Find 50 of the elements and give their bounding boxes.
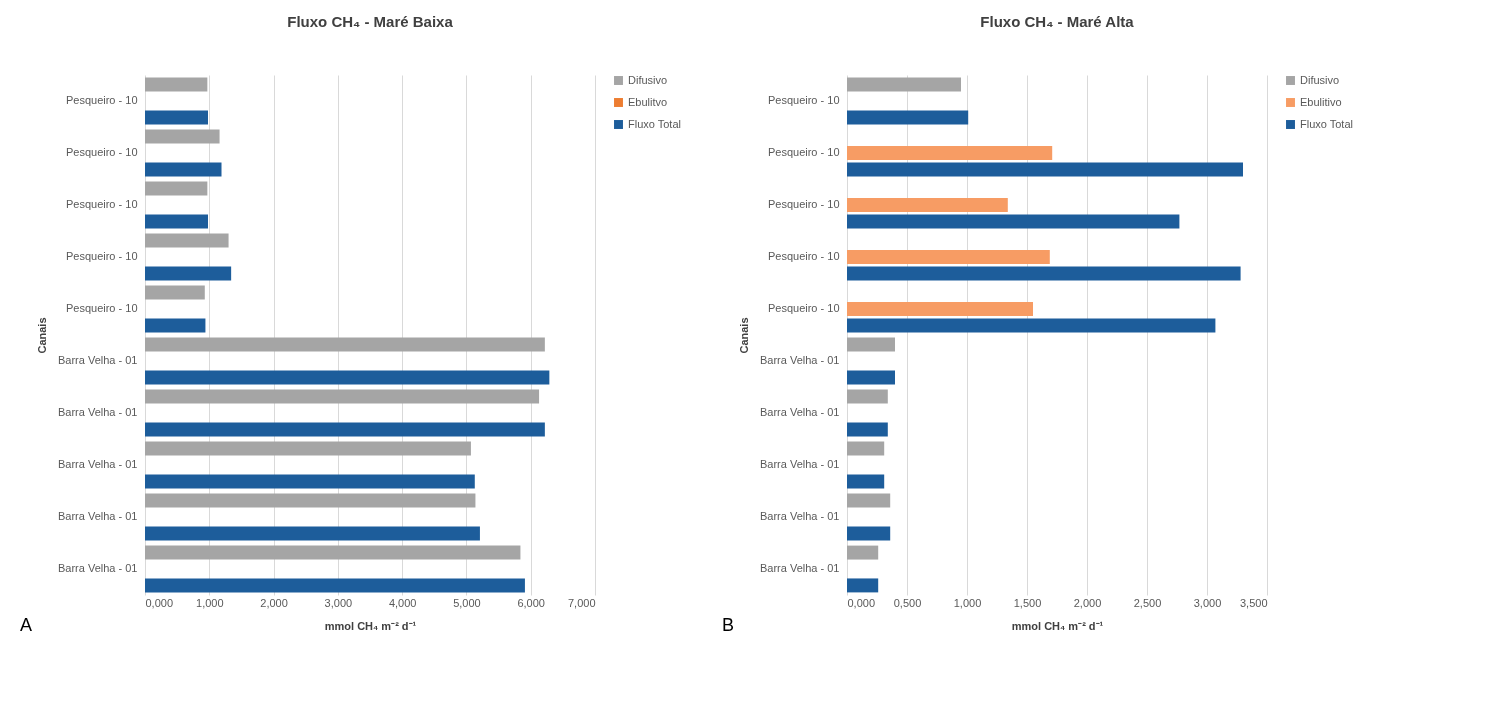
y-tick-label: Pesqueiro - 10	[65, 250, 138, 262]
x-tick-label: 1,000	[953, 596, 982, 609]
x-tick-label: 0,000	[847, 596, 876, 609]
x-tick-label: 0,000	[145, 596, 174, 609]
x-tick-label: 5,000	[453, 596, 481, 609]
y-tick-label: Pesqueiro - 10	[767, 302, 840, 314]
x-tick-label: 6,000	[517, 596, 545, 609]
y-tick-label: Pesqueiro - 10	[767, 146, 840, 158]
legend-label: Ebulitvo	[628, 95, 668, 108]
y-tick-label: Pesqueiro - 10	[65, 146, 138, 158]
x-tick-label: 0,500	[893, 596, 922, 609]
x-tick-label: 3,000	[1193, 596, 1222, 609]
y-tick-label: Barra Velha - 01	[760, 562, 840, 574]
chart-title: Fluxo CH₄ - Maré Baixa	[287, 13, 454, 30]
text: B	[722, 615, 735, 635]
x-tick-label: 1,000	[196, 596, 224, 609]
legend-label: Ebulitivo	[1300, 95, 1342, 108]
x-tick-label: 3,000	[324, 596, 353, 609]
y-tick-label: Barra Velha - 01	[760, 510, 840, 522]
x-tick-label: 2,000	[260, 596, 288, 609]
y-tick-label: Barra Velha - 01	[58, 406, 138, 418]
y-tick-label: Pesqueiro - 10	[767, 198, 840, 210]
x-tick-label: 4,000	[388, 596, 417, 609]
y-tick-label: Pesqueiro - 10	[767, 250, 840, 262]
legend-label: Fluxo Total	[1300, 117, 1353, 130]
x-tick-label: 2,500	[1133, 596, 1162, 609]
y-tick-label: Pesqueiro - 10	[65, 94, 138, 106]
text: A	[20, 615, 33, 635]
y-tick-label: Barra Velha - 01	[58, 458, 138, 470]
x-tick-label: 2,000	[1073, 596, 1102, 609]
y-tick-label: Pesqueiro - 10	[65, 302, 138, 314]
legend-label: Fluxo Total	[628, 117, 681, 130]
x-axis-title: mmol CH₄ m⁻² d⁻¹	[324, 619, 417, 632]
x-axis-title: mmol CH₄ m⁻² d⁻¹	[1011, 619, 1104, 632]
chart-title: Fluxo CH₄ - Maré Alta	[980, 13, 1135, 30]
y-tick-label: Barra Velha - 01	[58, 562, 138, 574]
y-axis-title: Canais	[738, 317, 751, 354]
x-tick-label: 7,000	[567, 596, 596, 609]
y-tick-label: Pesqueiro - 10	[767, 94, 840, 106]
y-tick-label: Barra Velha - 01	[760, 354, 840, 366]
legend-label: Difusivo	[628, 73, 668, 86]
y-tick-label: Barra Velha - 01	[760, 458, 840, 470]
y-axis-title: Canais	[36, 317, 49, 354]
y-tick-label: Pesqueiro - 10	[65, 198, 138, 210]
x-tick-label: 3,500	[1239, 596, 1268, 609]
y-tick-label: Barra Velha - 01	[760, 406, 840, 418]
x-tick-label: 1,500	[1013, 596, 1042, 609]
y-tick-label: Barra Velha - 01	[58, 510, 138, 522]
y-tick-label: Barra Velha - 01	[58, 354, 138, 366]
legend-label: Difusivo	[1300, 73, 1340, 86]
